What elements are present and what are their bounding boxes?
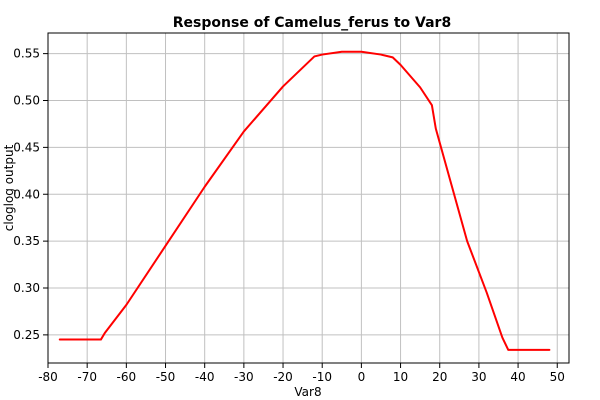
response-curve-line [58, 50, 551, 351]
y-axis-label: cloglog output [2, 144, 16, 231]
x-tick-label: -70 [77, 370, 97, 384]
x-tick-label: -80 [38, 370, 58, 384]
x-tick-label: 50 [550, 370, 565, 384]
x-tick-label: -10 [312, 370, 332, 384]
x-tick-label: 40 [510, 370, 525, 384]
y-tick-label: 0.50 [13, 94, 40, 108]
x-tick-label: -40 [195, 370, 215, 384]
x-tick-label: 0 [358, 370, 366, 384]
y-tick-label: 0.25 [13, 328, 40, 342]
y-tick-label: 0.40 [13, 187, 40, 201]
x-tick-label: -30 [234, 370, 254, 384]
plot-frame [47, 32, 570, 364]
x-tick-label: 20 [432, 370, 447, 384]
x-tick-label: -20 [273, 370, 293, 384]
x-axis-label: Var8 [294, 385, 321, 399]
y-tick-label: 0.45 [13, 140, 40, 154]
x-tick-label: 10 [393, 370, 408, 384]
x-tick-label: -60 [117, 370, 137, 384]
y-tick-label: 0.55 [13, 47, 40, 61]
plot-area [48, 33, 569, 363]
x-tick-label: -50 [156, 370, 176, 384]
chart-title: Response of Camelus_ferus to Var8 [173, 15, 451, 31]
x-tick-label: 30 [471, 370, 486, 384]
y-tick-label: 0.35 [13, 234, 40, 248]
y-tick-label: 0.30 [13, 281, 40, 295]
